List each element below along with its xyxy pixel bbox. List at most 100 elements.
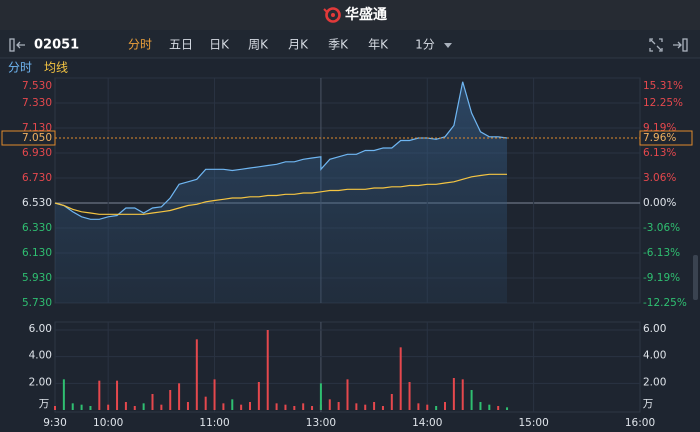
volume-bar xyxy=(364,404,367,410)
volume-bar xyxy=(98,380,101,410)
y2-tick-label: 12.25% xyxy=(643,97,683,109)
period-tab[interactable]: 年K xyxy=(368,38,389,52)
y2-tick-label: -12.25% xyxy=(643,297,687,309)
volume-bar xyxy=(195,339,198,410)
header-bar xyxy=(0,0,700,30)
legend-entry: 均线 xyxy=(44,61,68,75)
volume-bar xyxy=(62,379,65,410)
volume-bar xyxy=(337,402,340,410)
volume-bar xyxy=(506,407,509,410)
volume-bar xyxy=(319,383,322,410)
legend-entry: 分时 xyxy=(8,61,32,75)
x-tick-label: 14:00 xyxy=(412,417,442,429)
volume-bar xyxy=(107,404,110,410)
logo-text: 华盛通 xyxy=(345,6,387,23)
stock-code: 02051 xyxy=(34,38,79,53)
y-tick-label: 6.130 xyxy=(22,247,52,259)
period-tab[interactable]: 日K xyxy=(209,38,230,52)
line-series xyxy=(54,81,508,220)
y-tick-label: 7.330 xyxy=(22,97,52,109)
volume-bar xyxy=(80,404,83,410)
y-tick-label: 6.730 xyxy=(22,172,52,184)
collapse-icon[interactable] xyxy=(9,38,25,52)
y-tick-label: 6.530 xyxy=(22,197,52,209)
x-tick-label: 9:30 xyxy=(43,417,67,429)
y-tick-label: 2.00 xyxy=(29,376,52,388)
price-area xyxy=(55,81,507,303)
dropdown-arrow[interactable] xyxy=(444,43,452,48)
volume-bar xyxy=(426,404,429,410)
y2-tick-label: -3.06% xyxy=(643,222,680,234)
volume-unit: 万 xyxy=(39,398,50,410)
volume-bar xyxy=(399,347,402,410)
last-price-label: 7.050 xyxy=(22,132,52,144)
volume-bar xyxy=(444,402,446,410)
x-tick-label: 16:00 xyxy=(625,417,655,429)
volume-bar xyxy=(116,380,119,410)
volume-bar xyxy=(124,402,127,410)
last-price-box xyxy=(1,130,56,146)
volume-bar xyxy=(266,330,269,410)
toolbar xyxy=(0,30,700,58)
volume-bar xyxy=(390,394,393,410)
volume-bar xyxy=(417,403,420,410)
y-tick-label: 5.930 xyxy=(22,272,52,284)
period-tab[interactable]: 周K xyxy=(248,38,269,52)
volume-bar xyxy=(240,404,243,410)
volume-bar xyxy=(497,406,500,410)
volume-bar xyxy=(284,404,287,410)
y-tick-label: 6.930 xyxy=(22,147,52,159)
y2-tick-label: 6.13% xyxy=(643,147,676,159)
volume-bar xyxy=(151,394,154,410)
volume-bar xyxy=(142,403,145,410)
volume-bar xyxy=(178,383,181,410)
y2-tick-label: -6.13% xyxy=(643,247,680,259)
volume-bar xyxy=(275,403,278,410)
y2-tick-label: 0.00% xyxy=(643,197,676,209)
volume-bar xyxy=(328,399,331,410)
volume-bar xyxy=(479,402,482,410)
volume-bar xyxy=(231,399,234,410)
volume-unit: 万 xyxy=(643,398,654,410)
volume-bar xyxy=(71,403,74,410)
x-tick-label: 10:00 xyxy=(93,417,123,429)
x-tick-label: 11:00 xyxy=(199,417,229,429)
volume-bar xyxy=(160,404,163,410)
volume-bar xyxy=(204,396,207,410)
volume-bar xyxy=(133,406,136,410)
volume-bar xyxy=(346,379,349,410)
x-tick-label: 13:00 xyxy=(306,417,336,429)
volume-bar xyxy=(293,406,296,410)
volume-bar xyxy=(186,402,189,410)
fullscreen-icon[interactable] xyxy=(649,38,663,52)
volume-bar xyxy=(249,402,251,410)
period-tab[interactable]: 五日 xyxy=(169,38,193,52)
y2-tick-label: 15.31% xyxy=(643,80,683,92)
y2-tick-label: -9.19% xyxy=(643,272,680,284)
last-change-label: 7.96% xyxy=(643,132,676,144)
period-tab[interactable]: 季K xyxy=(328,38,349,52)
y-tick-label: 7.530 xyxy=(22,80,52,92)
volume-bar xyxy=(461,379,464,410)
y-tick-label: 6.00 xyxy=(29,323,52,335)
volume-bar xyxy=(435,406,438,410)
y-tick-label: 6.00 xyxy=(643,323,666,335)
line-series xyxy=(54,173,507,215)
volume-bar xyxy=(257,382,260,410)
scrollbar[interactable] xyxy=(693,255,698,300)
period-tab[interactable]: 月K xyxy=(288,38,309,52)
expand-icon[interactable] xyxy=(673,38,688,52)
period-tab[interactable]: 分时 xyxy=(128,38,152,52)
period-tab[interactable]: 1分 xyxy=(415,38,435,52)
logo-icon xyxy=(323,7,341,23)
last-change-box xyxy=(639,130,693,146)
y2-tick-label: 3.06% xyxy=(643,172,676,184)
volume-bar xyxy=(213,379,216,410)
volume-bar xyxy=(311,406,314,410)
volume-bar xyxy=(408,382,411,410)
volume-bar xyxy=(355,403,358,410)
volume-bar xyxy=(452,378,455,410)
volume-bar xyxy=(488,404,491,410)
